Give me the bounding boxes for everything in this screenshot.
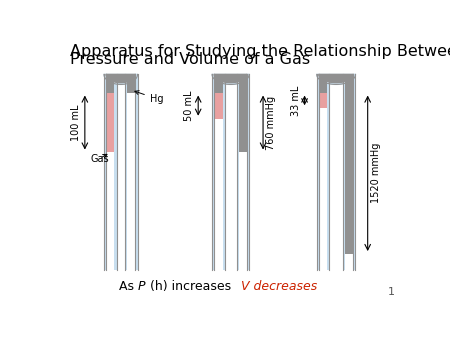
Text: 1: 1 [387,287,395,297]
Text: 760 mmHg: 760 mmHg [266,95,276,150]
Text: (h) increases: (h) increases [146,280,231,293]
Bar [104,74,117,270]
Bar [106,74,114,93]
Text: Gas: Gas [90,153,109,164]
Bar [238,74,247,270]
Polygon shape [319,74,353,82]
Polygon shape [317,74,356,84]
Polygon shape [319,74,353,82]
Polygon shape [106,74,135,82]
Bar [127,74,135,93]
Text: As: As [119,280,138,293]
Bar [319,93,327,108]
Polygon shape [212,74,249,84]
Bar [212,74,225,270]
Bar [214,74,223,270]
Text: Hg: Hg [135,91,163,104]
Bar [125,74,138,270]
Text: 50 mL: 50 mL [184,90,194,121]
Text: V decreases: V decreases [241,280,317,293]
Bar [319,74,327,270]
Bar [319,74,327,93]
Bar [214,74,223,93]
Polygon shape [214,74,247,82]
Bar [214,93,223,119]
Bar [106,74,114,270]
Text: Pressure and Volume of a Gas: Pressure and Volume of a Gas [70,52,310,67]
Bar [345,74,353,270]
Polygon shape [106,74,135,82]
Bar [106,93,114,152]
Polygon shape [104,74,138,84]
Bar [343,74,356,270]
Polygon shape [214,74,247,82]
Bar [345,74,353,254]
Text: Apparatus for Studying the Relationship Between: Apparatus for Studying the Relationship … [70,45,450,59]
Bar [238,74,247,152]
Bar [127,74,135,270]
Text: P: P [137,280,144,293]
Text: 100 mL: 100 mL [71,104,81,141]
Bar [237,74,249,270]
Bar [317,74,329,270]
Text: 1520 mmHg: 1520 mmHg [371,143,382,203]
Text: 33 mL: 33 mL [291,85,301,116]
